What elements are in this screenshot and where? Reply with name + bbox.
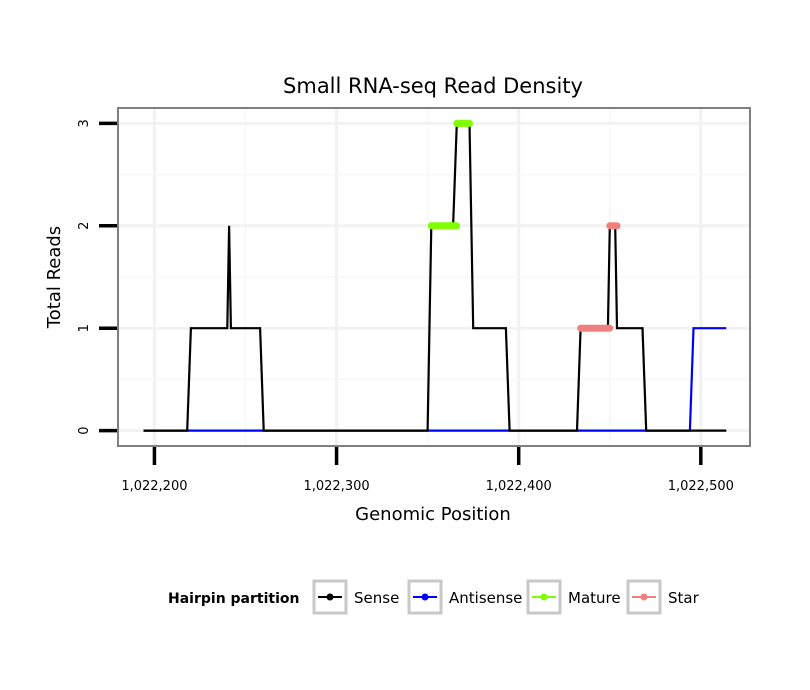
legend-label: Star [668,589,700,607]
legend-key-dot [640,593,648,601]
y-tick-label: 0 [77,426,92,434]
legend-key-dot [326,593,334,601]
x-tick-label: 1,022,500 [668,479,734,494]
legend-item-sense: Sense [312,579,399,615]
y-tick-label: 3 [77,119,92,127]
x-axis-label: Genomic Position [355,504,511,525]
legend-item-mature: Mature [526,579,621,615]
legend-label: Antisense [449,589,522,607]
legend-item-antisense: Antisense [407,579,522,615]
y-axis: 0 1 2 3 [77,119,117,435]
x-axis: 1,022,200 1,022,300 1,022,400 1,022,500 [121,447,734,494]
legend-key-dot [540,593,548,601]
x-tick-label: 1,022,300 [303,479,369,494]
legend-key-dot [421,593,429,601]
x-tick-label: 1,022,200 [121,479,187,494]
plot-border [117,107,751,447]
y-axis-label: Total Reads [44,226,65,329]
legend-label: Sense [354,589,399,607]
plot-panel [117,107,751,447]
chart-title: Small RNA-seq Read Density [283,74,583,98]
y-tick-label: 1 [77,324,92,332]
y-tick-label: 2 [77,222,92,230]
legend-item-star: Star [626,579,700,615]
x-tick-label: 1,022,400 [486,479,552,494]
legend-title: Hairpin partition [168,591,299,607]
series-layer [143,119,727,432]
legend: Hairpin partition Sense Antisense Mature St… [168,579,700,615]
legend-label: Mature [568,589,621,607]
